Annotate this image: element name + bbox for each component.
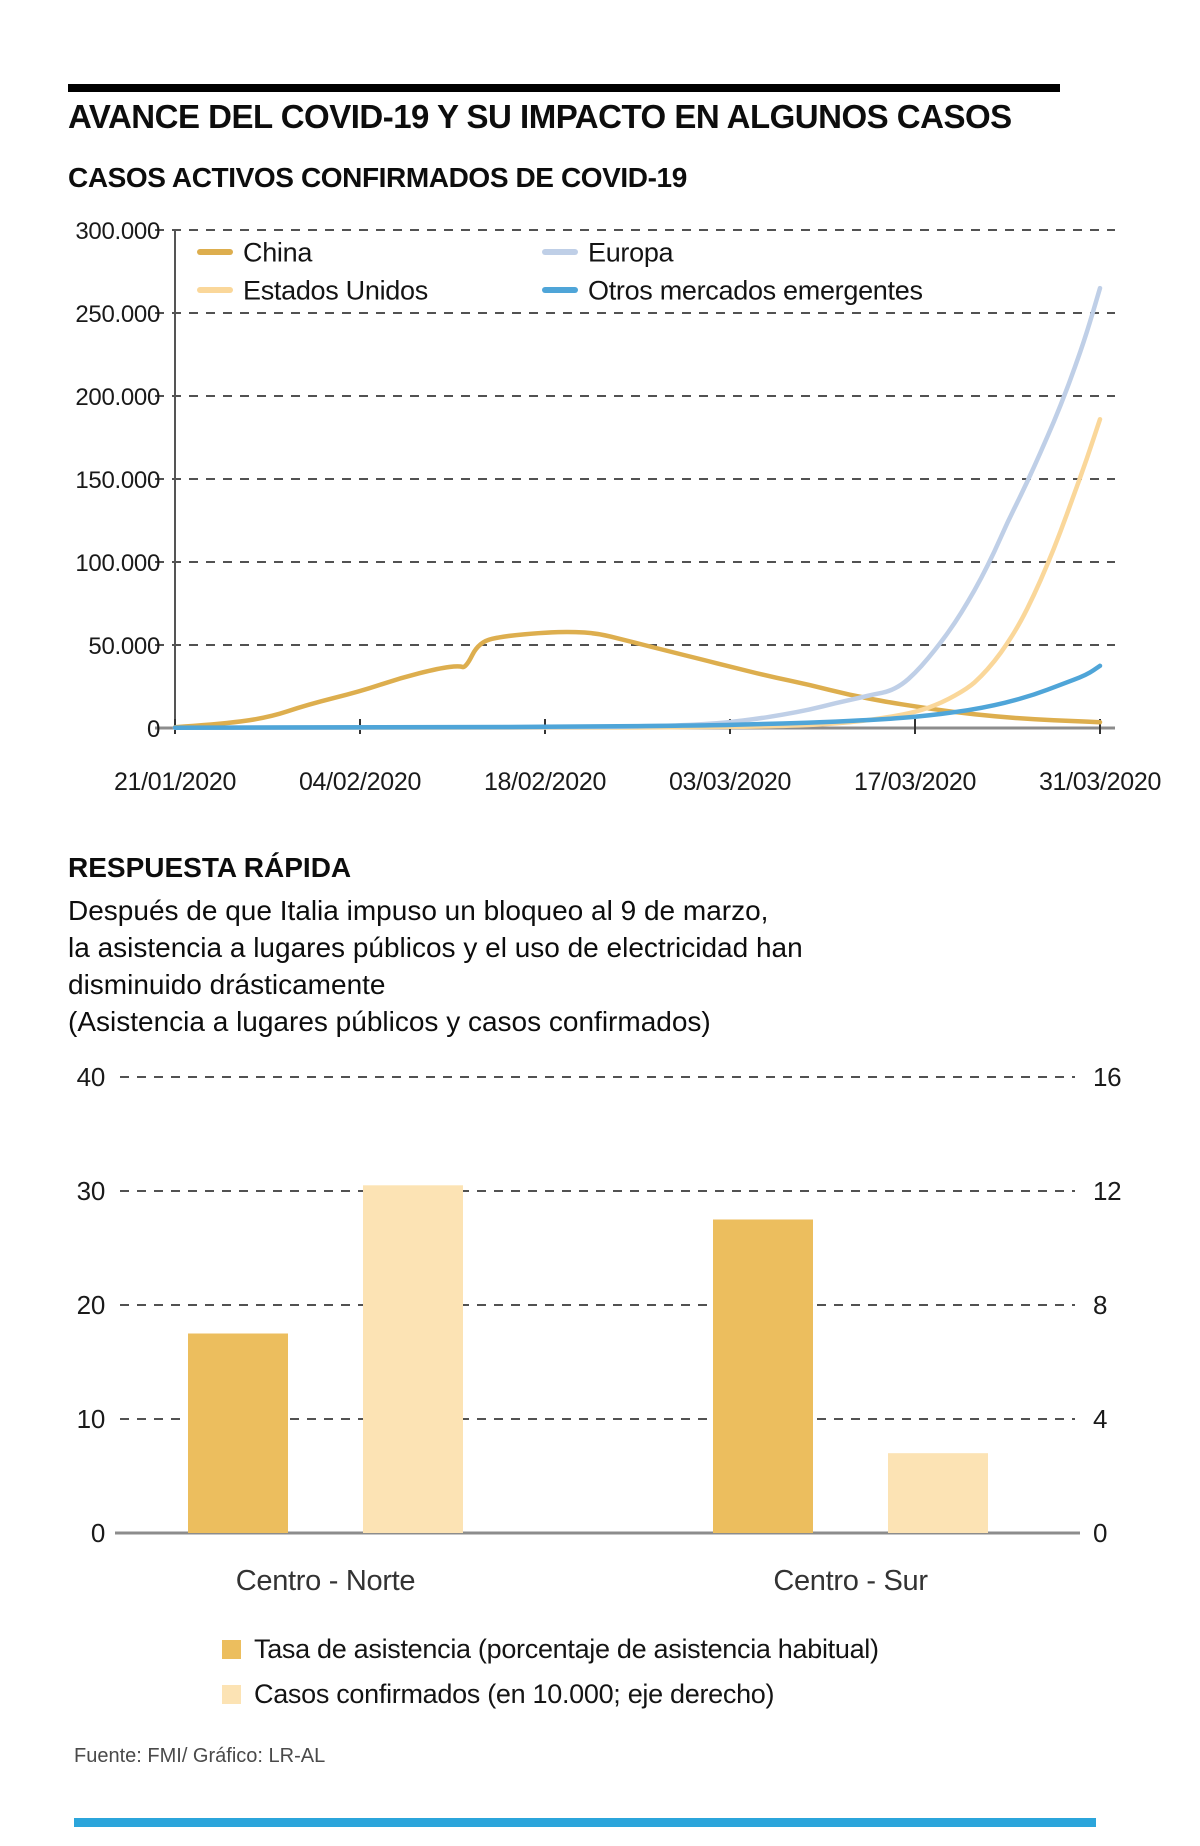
left-axis-tick-label: 40 (77, 1062, 105, 1092)
right-axis-tick-label: 16 (1093, 1062, 1121, 1092)
series-line-europa (172, 285, 1103, 731)
legend-row-tasa-de-asistencia-porcentaje-de-asistencia-habitual: Tasa de asistencia (porcentaje de asiste… (222, 1627, 879, 1672)
x-tick-label: 17/03/2020 (854, 768, 976, 796)
legend-label: Tasa de asistencia (porcentaje de asiste… (254, 1634, 879, 1664)
series-line-estados-unidos (172, 416, 1103, 731)
y-tick-label: 100.000 (75, 550, 160, 577)
y-tick-label: 200.000 (75, 384, 160, 411)
bar-centro-norte-casos-confirmados-en-10-000-eje-derecho (363, 1185, 463, 1533)
legend-label-otros-mercados-emergentes: Otros mercados emergentes (588, 276, 923, 306)
left-axis-tick-label: 30 (77, 1176, 105, 1206)
x-tick-label: 04/02/2020 (299, 768, 421, 796)
right-axis-tick-label: 12 (1093, 1176, 1121, 1206)
legend-label-estados-unidos: Estados Unidos (243, 276, 428, 306)
bar-centro-norte-tasa-de-asistencia-porcentaje-de-asistencia-habitual (188, 1333, 288, 1533)
bar-category-label: Centro - Norte (236, 1565, 416, 1597)
series-line-otros-mercados-emergentes (172, 663, 1103, 730)
legend-swatch-icon (222, 1640, 241, 1659)
section-heading: RESPUESTA RÁPIDA (68, 852, 352, 883)
section-text-line: disminuido drásticamente (68, 969, 386, 1000)
bar-chart-subtitle: (Asistencia a lugares públicos y casos c… (68, 1006, 711, 1037)
x-tick-label: 21/01/2020 (114, 768, 236, 796)
legend-swatch-icon (222, 1685, 241, 1704)
legend-label-europa: Europa (588, 238, 675, 268)
x-tick-label: 31/03/2020 (1039, 768, 1161, 796)
right-axis-tick-label: 8 (1093, 1290, 1107, 1320)
line-chart-title: CASOS ACTIVOS CONFIRMADOS DE COVID-19 (68, 162, 687, 193)
y-tick-label: 50.000 (88, 633, 160, 660)
legend-label-china: China (243, 238, 313, 268)
x-tick-label: 03/03/2020 (669, 768, 791, 796)
x-tick-label: 18/02/2020 (484, 768, 606, 796)
y-tick-label: 250.000 (75, 301, 160, 328)
bar-centro-sur-tasa-de-asistencia-porcentaje-de-asistencia-habitual (713, 1219, 813, 1533)
y-tick-label: 300.000 (75, 218, 160, 245)
top-black-rule (68, 84, 1060, 92)
y-tick-label: 0 (147, 716, 160, 743)
legend-row-casos-confirmados-en-10-000-eje-derecho: Casos confirmados (en 10.000; eje derech… (222, 1672, 879, 1717)
bar-chart-legend: Tasa de asistencia (porcentaje de asiste… (222, 1627, 879, 1717)
bottom-blue-bar (74, 1818, 1096, 1827)
page-title: AVANCE DEL COVID-19 Y SU IMPACTO EN ALGU… (68, 98, 1012, 135)
right-axis-tick-label: 4 (1093, 1404, 1107, 1434)
source-credit: Fuente: FMI/ Gráfico: LR-AL (74, 1745, 326, 1767)
left-axis-tick-label: 10 (77, 1404, 105, 1434)
right-axis-tick-label: 0 (1093, 1518, 1107, 1548)
legend-label: Casos confirmados (en 10.000; eje derech… (254, 1679, 775, 1709)
bar-centro-sur-casos-confirmados-en-10-000-eje-derecho (888, 1453, 988, 1533)
left-axis-tick-label: 20 (77, 1290, 105, 1320)
y-tick-label: 150.000 (75, 467, 160, 494)
section-text-line: Después de que Italia impuso un bloqueo … (68, 895, 769, 926)
series-line-china (172, 629, 1103, 730)
section-text-line: la asistencia a lugares públicos y el us… (68, 932, 803, 963)
left-axis-tick-label: 0 (91, 1518, 105, 1548)
bar-category-label: Centro - Sur (773, 1565, 928, 1597)
